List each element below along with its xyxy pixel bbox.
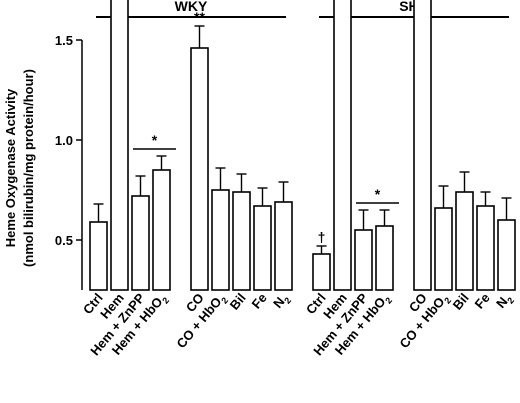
y-tick-label: 1.5 (55, 33, 73, 48)
bar (455, 191, 474, 291)
y-axis-label: Heme Oxygenase Activity (nmol bilirubin/… (3, 69, 36, 267)
significance-marker: * (152, 132, 158, 148)
significance-marker: * (375, 186, 381, 202)
bar (333, 0, 352, 291)
bar (190, 47, 209, 291)
y-axis-label-line2: (nmol bilirubin/mg protein/hour) (21, 69, 36, 267)
bar (274, 201, 293, 291)
bar (232, 191, 251, 291)
bar (476, 205, 495, 291)
bar (497, 219, 516, 291)
axes: 0.51.01.52.02.5 (55, 33, 83, 290)
bar (211, 189, 230, 291)
significance-marker: † (318, 229, 326, 245)
y-tick-label: 0.5 (55, 233, 73, 248)
bar (131, 195, 150, 291)
bars: *****†***** (89, 0, 516, 291)
category-label: Bil (227, 290, 249, 312)
bar (375, 225, 394, 291)
significance-marker: ** (194, 9, 205, 25)
category-label: N2 (493, 290, 516, 313)
bar (89, 221, 108, 291)
bar (413, 0, 432, 291)
category-label: Fe (249, 290, 270, 311)
y-tick-label: 1.0 (55, 133, 73, 148)
bar (354, 229, 373, 291)
bar (312, 253, 331, 291)
bar (110, 0, 129, 291)
group-label: WKY (175, 0, 208, 14)
category-label: Fe (472, 290, 493, 311)
category-label: N2 (270, 290, 293, 313)
category-label: Bil (450, 290, 472, 312)
bar (434, 207, 453, 291)
group-headers: WKYSHR (96, 0, 509, 18)
bar (253, 205, 272, 291)
bar (152, 169, 171, 291)
y-axis-label-line1: Heme Oxygenase Activity (3, 88, 18, 247)
